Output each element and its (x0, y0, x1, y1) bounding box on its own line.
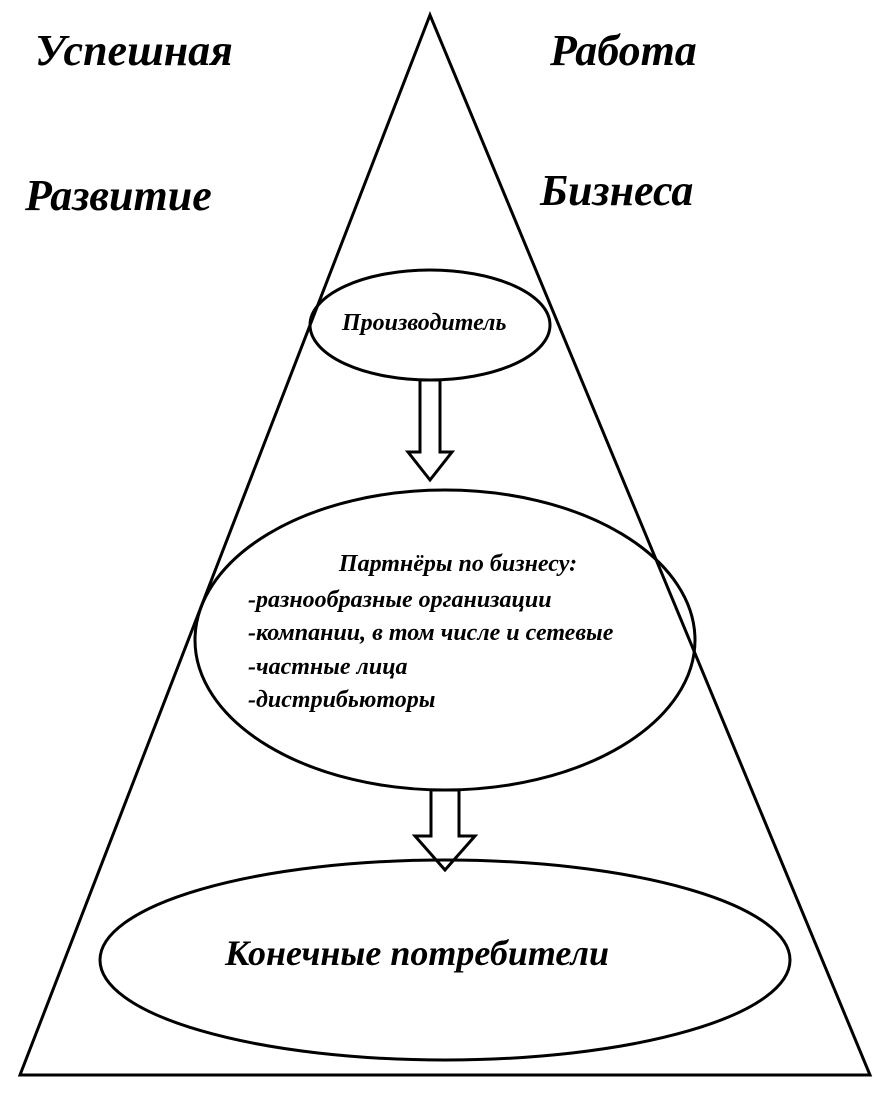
arrow-producer-to-partners (408, 380, 452, 480)
partners-item: -частные лица (248, 651, 668, 685)
producer-label: Производитель (342, 310, 506, 337)
arrow-partners-to-consumers (415, 790, 475, 870)
partners-block: Партнёры по бизнесу: -разнообразные орга… (248, 548, 668, 718)
corner-label-mid-right: Бизнеса (540, 165, 693, 216)
corner-label-mid-left: Развитие (25, 170, 212, 221)
corner-label-top-right: Работа (550, 25, 697, 76)
consumers-label: Конечные потребители (225, 932, 609, 974)
partners-item: -разнообразные организации (248, 584, 668, 618)
partners-item: -компании, в том числе и сетевые (248, 617, 668, 651)
partners-title: Партнёры по бизнесу: (248, 548, 668, 582)
partners-item: -дистрибьюторы (248, 684, 668, 718)
corner-label-top-left: Успешная (35, 25, 233, 76)
